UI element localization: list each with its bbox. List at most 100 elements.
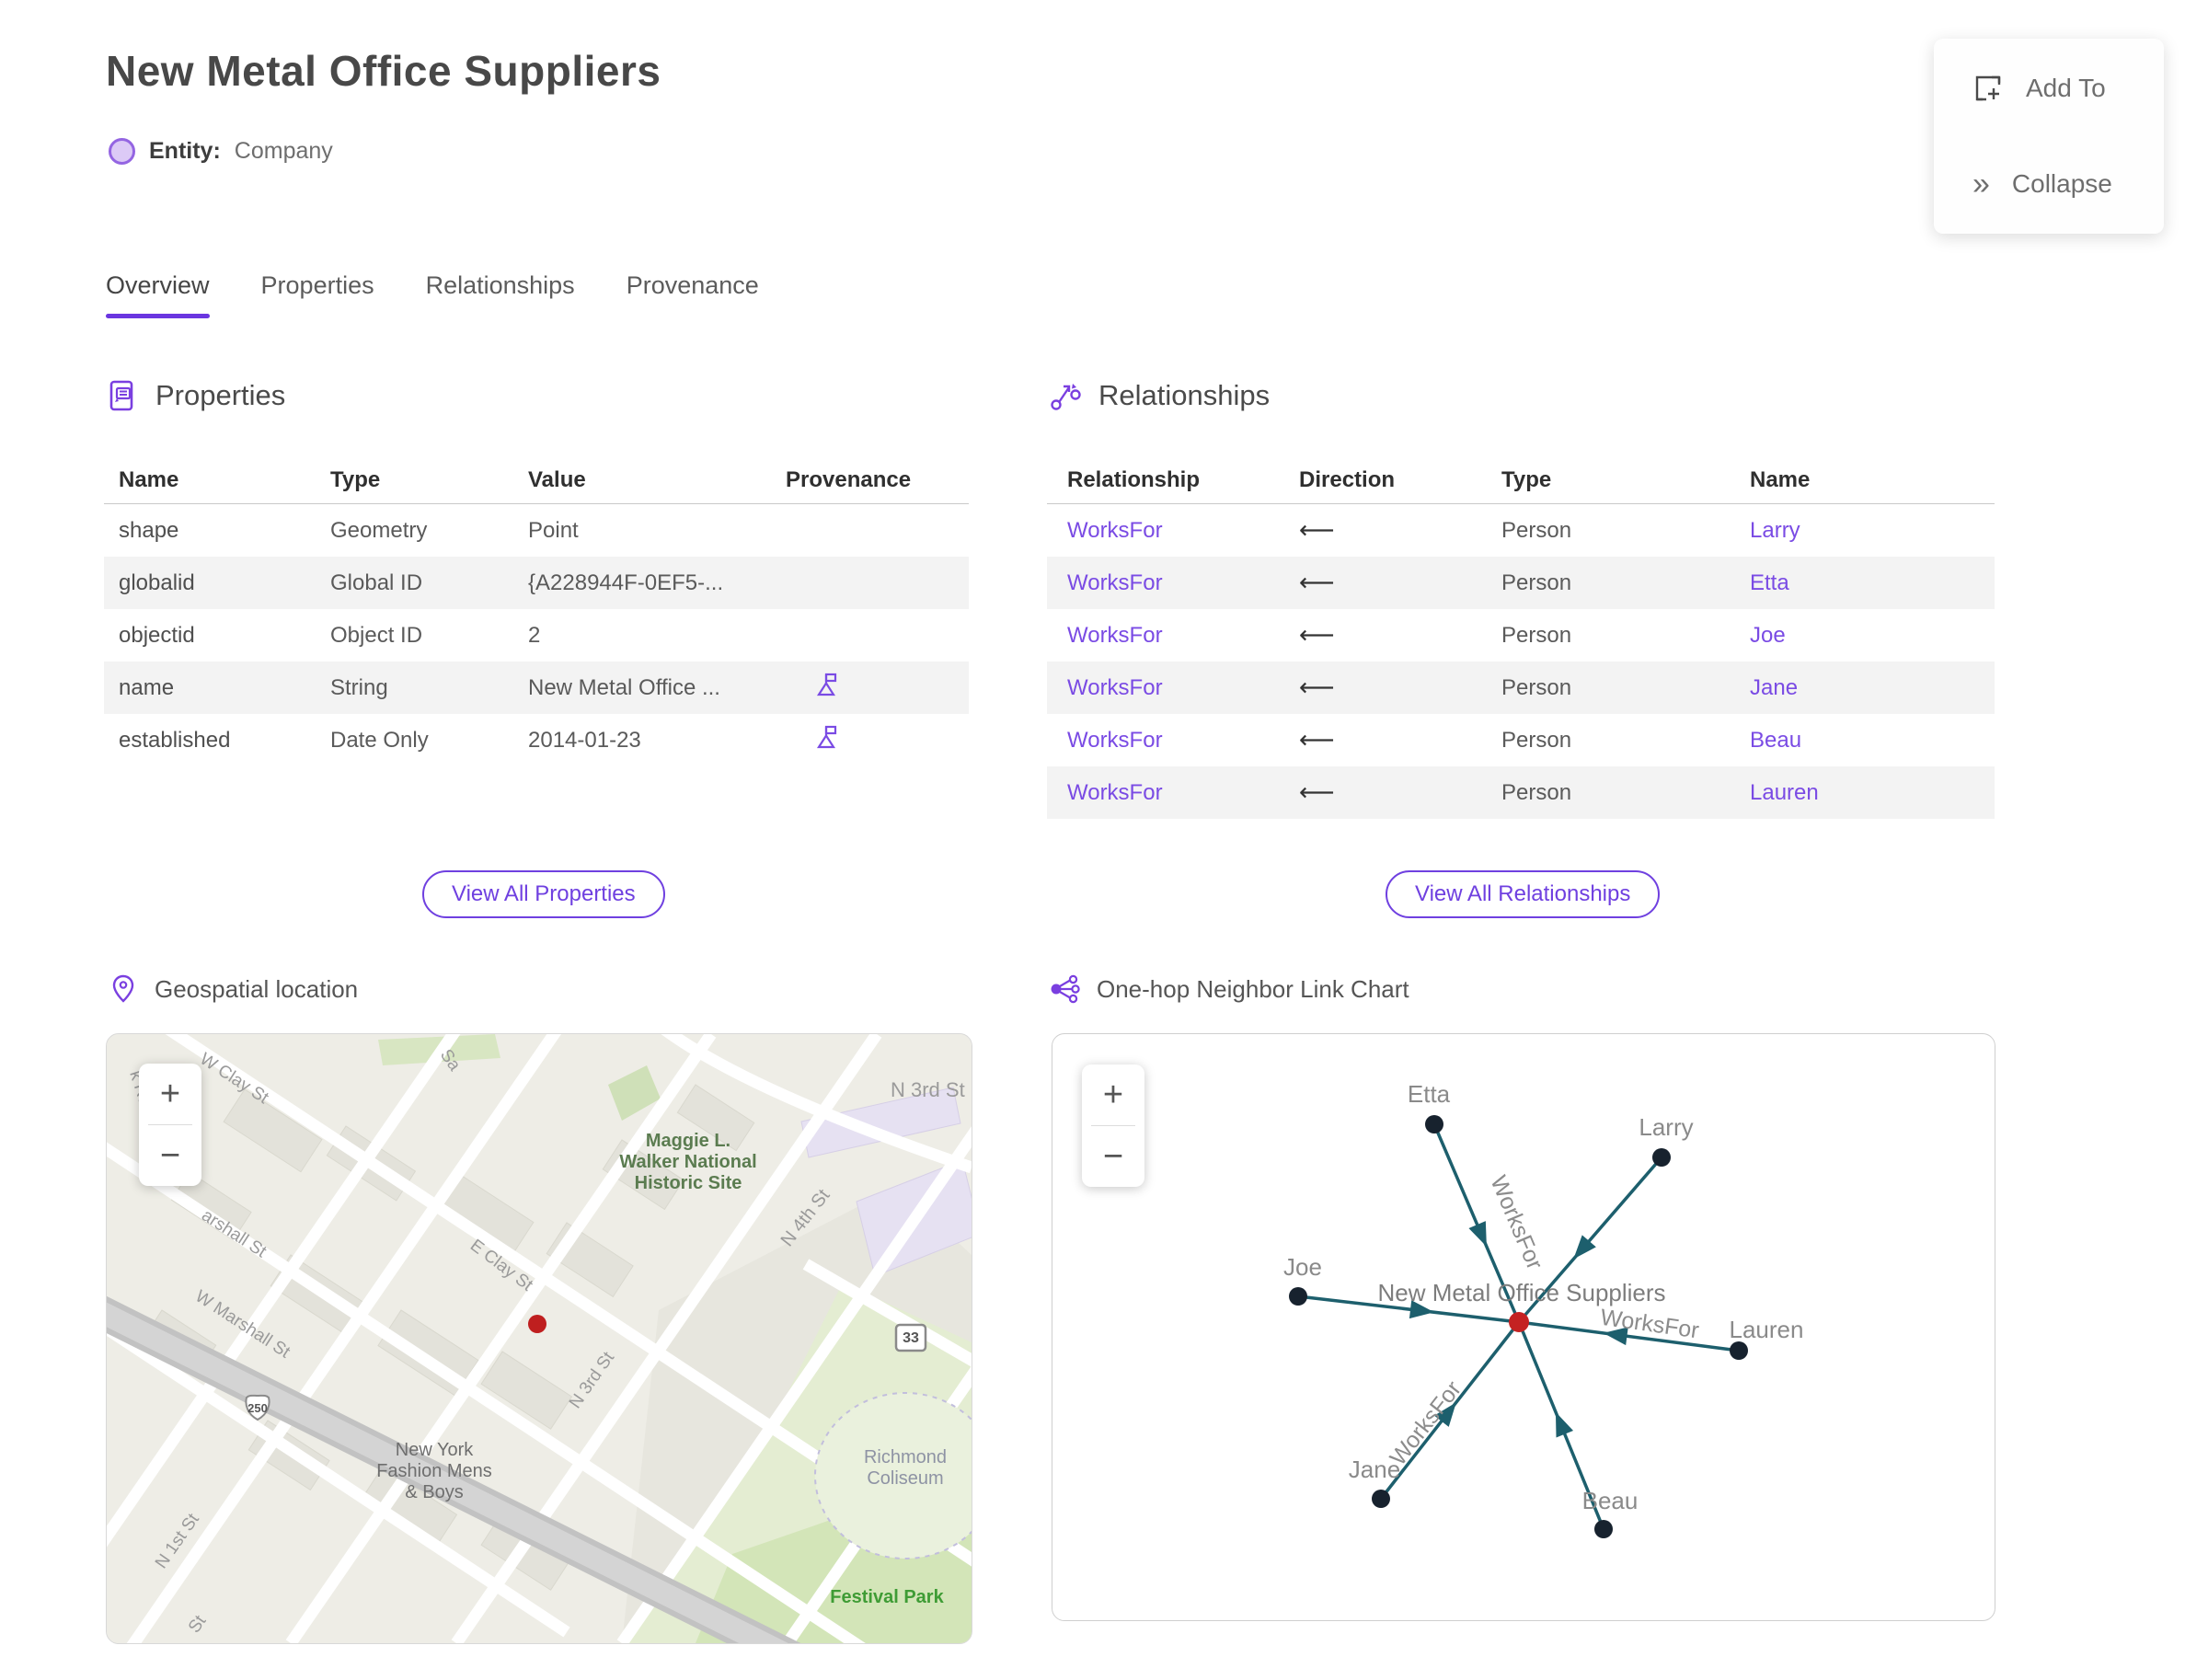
- view-all-properties-button[interactable]: View All Properties: [422, 870, 665, 918]
- property-value-cell: New Metal Office ...: [528, 674, 720, 700]
- route-shield: 33: [894, 1323, 927, 1352]
- relationship-link[interactable]: WorksFor: [1067, 779, 1163, 805]
- entity-type-icon: [109, 138, 135, 165]
- properties-section-title: Properties: [155, 379, 286, 411]
- chart-zoom-control: + −: [1082, 1064, 1144, 1187]
- link-chart[interactable]: + − WorksFor WorksFor WorksFor Etta Larry Joe…: [1052, 1033, 1995, 1621]
- actions-card: Add To » Collapse: [1934, 39, 2164, 234]
- entity-type-value: Company: [234, 138, 333, 164]
- property-value-cell: Point: [528, 517, 579, 543]
- geospatial-section-header: Geospatial location: [109, 973, 358, 1005]
- provenance-flag-icon[interactable]: [786, 672, 838, 697]
- add-to-button[interactable]: Add To: [1934, 59, 2164, 118]
- chart-node-label: Jane: [1349, 1456, 1400, 1483]
- entity-name-cell: Lauren: [1750, 780, 1995, 806]
- entity-name-link[interactable]: Joe: [1750, 622, 1786, 648]
- property-type-cell: Global ID: [330, 570, 423, 595]
- relationship-link[interactable]: WorksFor: [1067, 570, 1163, 595]
- relationship-link[interactable]: WorksFor: [1067, 622, 1163, 648]
- column-header-type: Type: [1501, 467, 1552, 492]
- chart-node-etta[interactable]: [1425, 1115, 1443, 1133]
- relationship-link[interactable]: WorksFor: [1067, 517, 1163, 543]
- edge-arrowhead: [1468, 1221, 1487, 1247]
- edge-arrowhead: [1573, 1235, 1596, 1260]
- entity-type-cell: Person: [1501, 570, 1572, 595]
- entity-name-link[interactable]: Jane: [1750, 674, 1799, 700]
- table-row: objectid Object ID 2: [104, 609, 969, 662]
- chart-node-label: Beau: [1582, 1487, 1639, 1514]
- entity-name-link[interactable]: Lauren: [1750, 779, 1819, 805]
- geospatial-section-title: Geospatial location: [155, 974, 359, 1003]
- relationship-link[interactable]: WorksFor: [1067, 727, 1163, 753]
- entity-name-link[interactable]: Etta: [1750, 570, 1789, 595]
- entity-type-cell: Person: [1501, 727, 1572, 753]
- chart-node-joe[interactable]: [1289, 1287, 1307, 1306]
- map-label: N 3rd St: [891, 1078, 965, 1101]
- relationships-table-header: Relationship Direction Type Name: [1047, 457, 1995, 504]
- column-header-type: Type: [330, 467, 381, 492]
- chart-node-jane[interactable]: [1372, 1490, 1390, 1508]
- tab-provenance[interactable]: Provenance: [626, 271, 759, 299]
- chart-zoom-out-button[interactable]: −: [1102, 1136, 1124, 1176]
- tab-bar: Overview Properties Relationships Provenanc…: [106, 271, 759, 318]
- add-to-label: Add To: [2026, 74, 2106, 102]
- entity-name-link[interactable]: Beau: [1750, 727, 1802, 753]
- tab-relationships[interactable]: Relationships: [425, 271, 575, 299]
- property-value-cell: 2014-01-23: [528, 727, 641, 753]
- column-header-value: Value: [528, 467, 586, 492]
- entity-meta: Entity: Company: [109, 138, 333, 165]
- map-zoom-control: + −: [139, 1064, 201, 1186]
- entity-name-cell: Beau: [1750, 728, 1995, 754]
- entity-type-cell: Person: [1501, 517, 1572, 543]
- map-zoom-out-button[interactable]: −: [159, 1135, 181, 1175]
- svg-text:250: 250: [247, 1401, 268, 1415]
- relationships-section-title: Relationships: [1098, 379, 1271, 411]
- collapse-button[interactable]: » Collapse: [1934, 155, 2164, 213]
- direction-cell: ⟵: [1299, 778, 1335, 807]
- column-header-provenance: Provenance: [786, 467, 912, 492]
- map-label: Festival Park: [830, 1587, 944, 1607]
- map-zoom-in-button[interactable]: +: [159, 1074, 181, 1113]
- geospatial-map[interactable]: + −: [106, 1033, 972, 1644]
- tab-overview[interactable]: Overview: [106, 271, 210, 318]
- entity-name-cell: Larry: [1750, 518, 1995, 544]
- direction-cell: ⟵: [1299, 516, 1335, 545]
- property-type-cell: Date Only: [330, 727, 429, 753]
- edge-line: [1518, 1320, 1740, 1352]
- direction-cell: ⟵: [1299, 673, 1335, 702]
- link-chart-section-title: One-hop Neighbor Link Chart: [1097, 974, 1409, 1003]
- page-title: New Metal Office Suppliers: [106, 47, 661, 95]
- property-name-cell: established: [119, 727, 231, 753]
- chart-node-label: Joe: [1283, 1253, 1322, 1281]
- chart-node-lauren[interactable]: [1730, 1341, 1748, 1360]
- view-all-relationships-button[interactable]: View All Relationships: [1386, 870, 1661, 918]
- chart-center-node[interactable]: [1509, 1312, 1529, 1332]
- entity-name-cell: Joe: [1750, 623, 1995, 649]
- link-chart-canvas[interactable]: WorksForWorksForWorksForEttaLarryJoeJane…: [1052, 1034, 1995, 1620]
- zoom-control-divider: [148, 1124, 192, 1125]
- collapse-label: Collapse: [2011, 169, 2112, 198]
- chart-node-larry[interactable]: [1652, 1148, 1671, 1167]
- properties-section-header: Properties: [106, 379, 285, 412]
- relationship-type-cell: WorksFor: [1047, 518, 1299, 544]
- relationship-link[interactable]: WorksFor: [1067, 674, 1163, 700]
- table-row: WorksFor ⟵ Person Etta: [1047, 557, 1995, 609]
- edge-arrowhead: [1555, 1411, 1574, 1438]
- tab-properties[interactable]: Properties: [260, 271, 374, 299]
- edge-arrowhead: [1433, 1402, 1456, 1427]
- map-label: Richmond Coliseum: [864, 1447, 947, 1489]
- table-row: WorksFor ⟵ Person Joe: [1047, 609, 1995, 662]
- table-row: WorksFor ⟵ Person Larry: [1047, 504, 1995, 557]
- chart-zoom-in-button[interactable]: +: [1102, 1075, 1124, 1114]
- chart-center-label: New Metal Office Suppliers: [1377, 1279, 1665, 1306]
- chart-node-beau[interactable]: [1594, 1520, 1613, 1538]
- map-label: New York Fashion Mens & Boys: [376, 1440, 492, 1502]
- map-location-marker[interactable]: [528, 1315, 546, 1333]
- entity-name-link[interactable]: Larry: [1750, 517, 1800, 543]
- svg-text:33: 33: [903, 1330, 919, 1346]
- link-chart-icon: [1049, 973, 1080, 1005]
- provenance-flag-icon[interactable]: [786, 724, 838, 750]
- relationships-section-header: Relationships: [1049, 379, 1270, 412]
